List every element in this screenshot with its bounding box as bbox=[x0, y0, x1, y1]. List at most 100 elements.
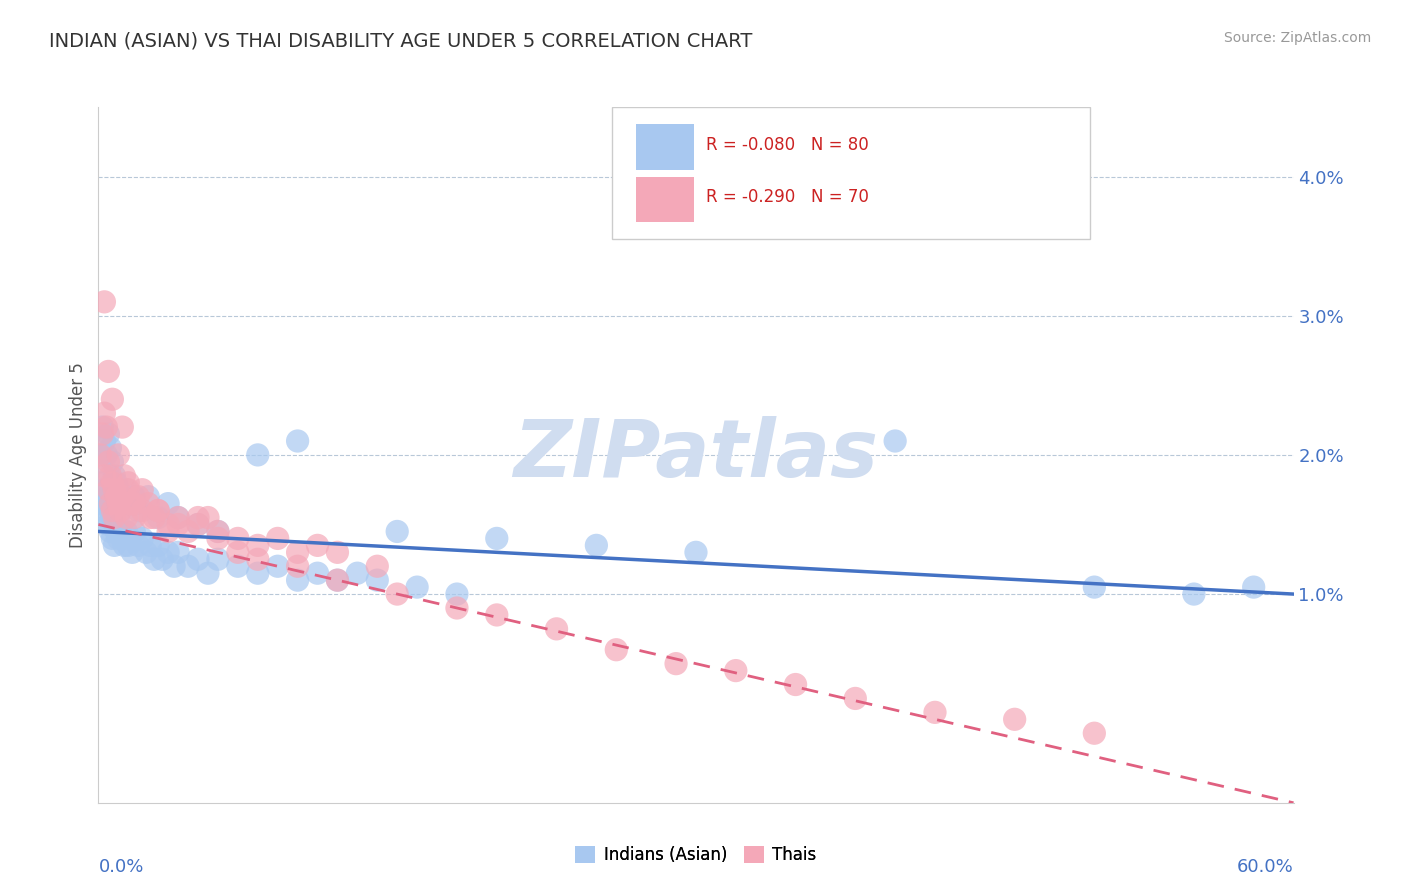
Point bbox=[93, 294, 115, 309]
Point bbox=[287, 434, 309, 448]
Point bbox=[167, 510, 190, 524]
Text: INDIAN (ASIAN) VS THAI DISABILITY AGE UNDER 5 CORRELATION CHART: INDIAN (ASIAN) VS THAI DISABILITY AGE UN… bbox=[49, 31, 752, 50]
Text: R = -0.080   N = 80: R = -0.080 N = 80 bbox=[706, 136, 869, 154]
Point bbox=[93, 503, 115, 517]
Point bbox=[139, 510, 162, 524]
Point bbox=[148, 538, 170, 552]
Point bbox=[366, 559, 388, 574]
Point bbox=[103, 483, 125, 497]
Point bbox=[136, 490, 159, 504]
Point bbox=[157, 524, 180, 539]
Point bbox=[187, 552, 209, 566]
Point bbox=[117, 483, 139, 497]
Point bbox=[131, 503, 153, 517]
Text: Source: ZipAtlas.com: Source: ZipAtlas.com bbox=[1223, 31, 1371, 45]
Point bbox=[101, 503, 124, 517]
Point bbox=[267, 559, 290, 574]
Point bbox=[91, 427, 114, 442]
Point bbox=[98, 524, 122, 539]
Point bbox=[111, 420, 134, 434]
Point bbox=[101, 532, 124, 546]
Point bbox=[115, 510, 138, 524]
Point bbox=[120, 497, 142, 511]
Point bbox=[127, 490, 149, 504]
Point bbox=[246, 566, 269, 581]
Point bbox=[148, 503, 170, 517]
Point bbox=[124, 490, 146, 504]
Point bbox=[91, 420, 114, 434]
Point bbox=[143, 510, 166, 524]
Point bbox=[267, 532, 290, 546]
Point bbox=[110, 503, 132, 517]
Point bbox=[107, 510, 129, 524]
Point bbox=[105, 524, 128, 539]
Point bbox=[844, 691, 866, 706]
Point bbox=[127, 538, 149, 552]
Point bbox=[187, 517, 209, 532]
Point bbox=[124, 510, 146, 524]
Point bbox=[120, 497, 142, 511]
Point bbox=[307, 538, 329, 552]
Point bbox=[91, 475, 114, 490]
Point bbox=[307, 566, 329, 581]
Point bbox=[207, 524, 229, 539]
Point bbox=[89, 448, 111, 462]
Point bbox=[167, 517, 190, 532]
Point bbox=[346, 566, 368, 581]
Point bbox=[884, 434, 907, 448]
Point bbox=[724, 664, 747, 678]
Legend: Indians (Asian), Thais: Indians (Asian), Thais bbox=[569, 839, 823, 871]
Point bbox=[1182, 587, 1205, 601]
Point bbox=[785, 677, 807, 691]
Point bbox=[207, 524, 229, 539]
Point bbox=[177, 524, 200, 539]
FancyBboxPatch shape bbox=[636, 177, 693, 222]
Point bbox=[103, 468, 125, 483]
Point bbox=[124, 497, 146, 511]
Point bbox=[1243, 580, 1265, 594]
Point bbox=[111, 497, 134, 511]
Point bbox=[226, 545, 249, 559]
Point bbox=[97, 497, 120, 511]
Point bbox=[157, 497, 180, 511]
Point bbox=[135, 545, 157, 559]
Point bbox=[585, 538, 607, 552]
Point bbox=[107, 532, 129, 546]
Point bbox=[111, 532, 134, 546]
Point bbox=[187, 510, 209, 524]
Point bbox=[103, 538, 125, 552]
Point bbox=[93, 483, 115, 497]
Point bbox=[117, 475, 139, 490]
Point bbox=[98, 503, 122, 517]
Point bbox=[120, 532, 142, 546]
Point bbox=[685, 545, 707, 559]
Point bbox=[406, 580, 429, 594]
FancyBboxPatch shape bbox=[636, 125, 693, 169]
Point bbox=[115, 483, 138, 497]
Point bbox=[117, 538, 139, 552]
Point bbox=[121, 545, 143, 559]
Point bbox=[177, 559, 200, 574]
Point bbox=[127, 503, 149, 517]
Point bbox=[105, 490, 128, 504]
Point bbox=[1083, 726, 1105, 740]
Point bbox=[167, 545, 190, 559]
Point bbox=[326, 545, 349, 559]
Point bbox=[131, 532, 153, 546]
Point bbox=[287, 559, 309, 574]
Point bbox=[1083, 580, 1105, 594]
Point bbox=[89, 455, 111, 469]
Point bbox=[103, 510, 125, 524]
Point bbox=[105, 475, 128, 490]
Point bbox=[665, 657, 688, 671]
Point bbox=[131, 483, 153, 497]
Point bbox=[246, 448, 269, 462]
Point bbox=[207, 532, 229, 546]
Point bbox=[107, 483, 129, 497]
Point bbox=[115, 524, 138, 539]
Point bbox=[1004, 712, 1026, 726]
Point bbox=[97, 427, 120, 442]
Point bbox=[157, 517, 180, 532]
Point bbox=[110, 524, 132, 539]
Point bbox=[112, 468, 135, 483]
